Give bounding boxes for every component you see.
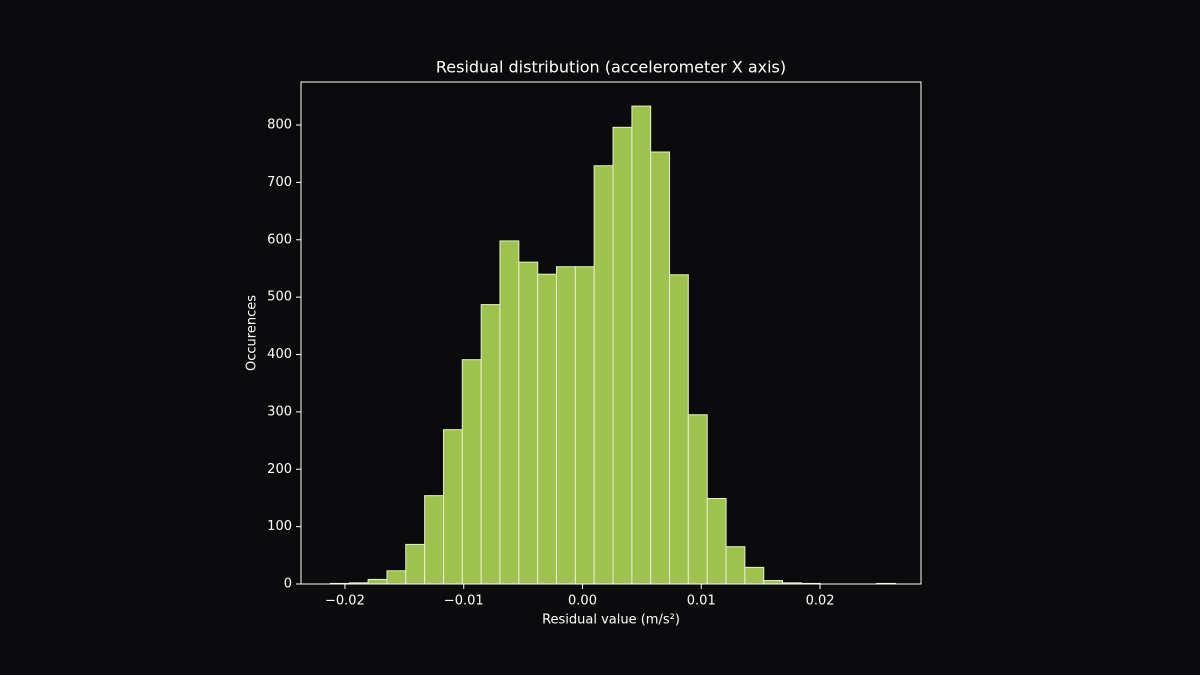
bar (631, 105, 652, 585)
y-tick-label: 700 (267, 175, 292, 190)
x-tick-label: 0.01 (687, 594, 716, 609)
x-tick-label: 0.02 (806, 594, 835, 609)
bar (574, 266, 595, 585)
x-tick-label: 0.00 (568, 594, 597, 609)
y-tick-label: 300 (267, 404, 292, 419)
bar (555, 266, 576, 585)
bar (706, 498, 727, 585)
bar (687, 414, 708, 585)
bar (518, 261, 539, 585)
bar (763, 580, 784, 585)
bar (405, 543, 426, 585)
bar (669, 274, 689, 585)
y-tick-label: 800 (267, 118, 292, 133)
bar (725, 546, 746, 585)
y-tick-label: 100 (267, 519, 292, 534)
bar (367, 578, 388, 585)
y-tick-label: 500 (267, 290, 292, 305)
bar (443, 429, 463, 585)
x-tick-label: −0.02 (325, 594, 365, 609)
y-tick-label: 200 (267, 462, 292, 477)
y-tick-label: 400 (267, 347, 292, 362)
bar (650, 151, 671, 585)
bar (537, 273, 557, 585)
y-tick-label: 0 (284, 577, 292, 592)
chart-title: Residual distribution (accelerometer X a… (436, 58, 786, 77)
bar (499, 240, 520, 585)
y-axis-label: Occurences (245, 295, 260, 371)
x-tick-label: −0.01 (444, 594, 484, 609)
y-tick-label: 600 (267, 232, 292, 247)
bar (461, 359, 482, 585)
bar (744, 566, 765, 585)
plot-frame (300, 81, 922, 585)
bar (424, 495, 445, 585)
x-axis-label: Residual value (m/s²) (542, 613, 680, 628)
bar (386, 570, 407, 585)
bar (593, 165, 614, 585)
bar (612, 126, 633, 585)
bar (480, 304, 501, 585)
